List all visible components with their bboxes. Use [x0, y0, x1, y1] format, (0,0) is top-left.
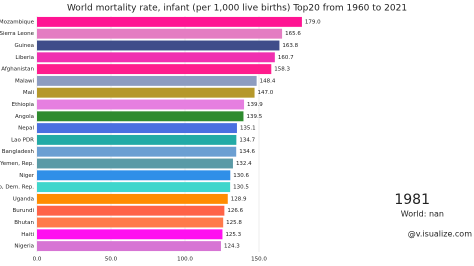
y-tick-label: Nepal: [18, 126, 34, 132]
y-tick-label: Angola: [15, 114, 34, 120]
value-label: 124.3: [224, 244, 240, 250]
value-label: 134.6: [239, 149, 255, 155]
value-label: 139.9: [247, 102, 263, 108]
bar: [37, 16, 302, 27]
y-tick-label: Sierra Leone: [0, 31, 35, 37]
value-label: 125.3: [225, 232, 241, 238]
y-tick-label: Nigeria: [14, 244, 34, 250]
value-label: 163.8: [282, 43, 298, 49]
y-tick-label: Ethiopia: [12, 102, 34, 108]
value-label: 128.9: [231, 196, 247, 202]
value-label: 130.5: [233, 185, 249, 191]
y-tick-label: Afghanistan: [1, 67, 34, 73]
value-label: 158.3: [274, 67, 290, 73]
y-tick-label: Guinea: [14, 43, 34, 49]
bar: [37, 134, 237, 145]
value-label: 135.1: [240, 126, 256, 132]
y-tick-label: Yemen, Rep.: [0, 161, 34, 167]
year-label: 1981: [394, 192, 430, 208]
bar: [37, 111, 244, 122]
value-label: 132.4: [236, 161, 252, 167]
y-tick-label: Bhutan: [14, 220, 34, 226]
y-tick-label: Liberia: [15, 55, 34, 61]
bar: [37, 64, 272, 75]
y-tick-label: Burundi: [12, 208, 34, 214]
value-label: 139.5: [246, 114, 262, 120]
y-tick-label: Bangladesh: [2, 149, 35, 155]
y-tick-label: Malawi: [15, 78, 35, 84]
x-tick-label: 100.0: [177, 257, 193, 263]
bar: [37, 170, 231, 181]
y-tick-label: Niger: [19, 173, 35, 179]
bar: [37, 193, 228, 204]
value-label: 130.6: [233, 173, 249, 179]
bar: [37, 229, 223, 240]
bar: [37, 158, 233, 169]
y-tick-label: Uganda: [13, 196, 34, 202]
x-tick-label: 50.0: [105, 257, 118, 263]
value-label: 125.8: [226, 220, 242, 226]
watermark: @v.isualize.com: [408, 230, 472, 239]
bar: [37, 146, 237, 157]
bar: [37, 87, 255, 98]
bar: [37, 123, 237, 134]
bar: [37, 217, 224, 228]
bar: [37, 75, 257, 86]
value-label: 165.6: [285, 31, 301, 37]
bar: [37, 99, 245, 110]
chart-title: World mortality rate, infant (per 1,000 …: [67, 4, 407, 14]
bar: [37, 40, 280, 51]
bar: [37, 205, 225, 216]
bar: [37, 241, 221, 252]
bar: [37, 28, 283, 39]
x-tick-label: 150.0: [251, 257, 267, 263]
x-tick-label: 0.0: [33, 257, 42, 263]
value-label: 179.0: [305, 19, 321, 25]
y-tick-label: Haiti: [21, 232, 34, 238]
y-tick-label: Lao PDR: [11, 137, 34, 143]
y-tick-label: Mali: [23, 90, 35, 96]
value-label: 148.4: [260, 78, 276, 84]
world-label: World: nan: [401, 210, 444, 219]
y-tick-label: Mozambique: [0, 19, 35, 25]
value-label: 126.6: [227, 208, 243, 214]
bar: [37, 182, 231, 193]
value-label: 147.0: [258, 90, 274, 96]
value-label: 134.7: [239, 137, 255, 143]
value-label: 160.7: [278, 55, 294, 61]
y-tick-label: Congo, Dem. Rep.: [0, 185, 34, 191]
bar: [37, 52, 275, 63]
